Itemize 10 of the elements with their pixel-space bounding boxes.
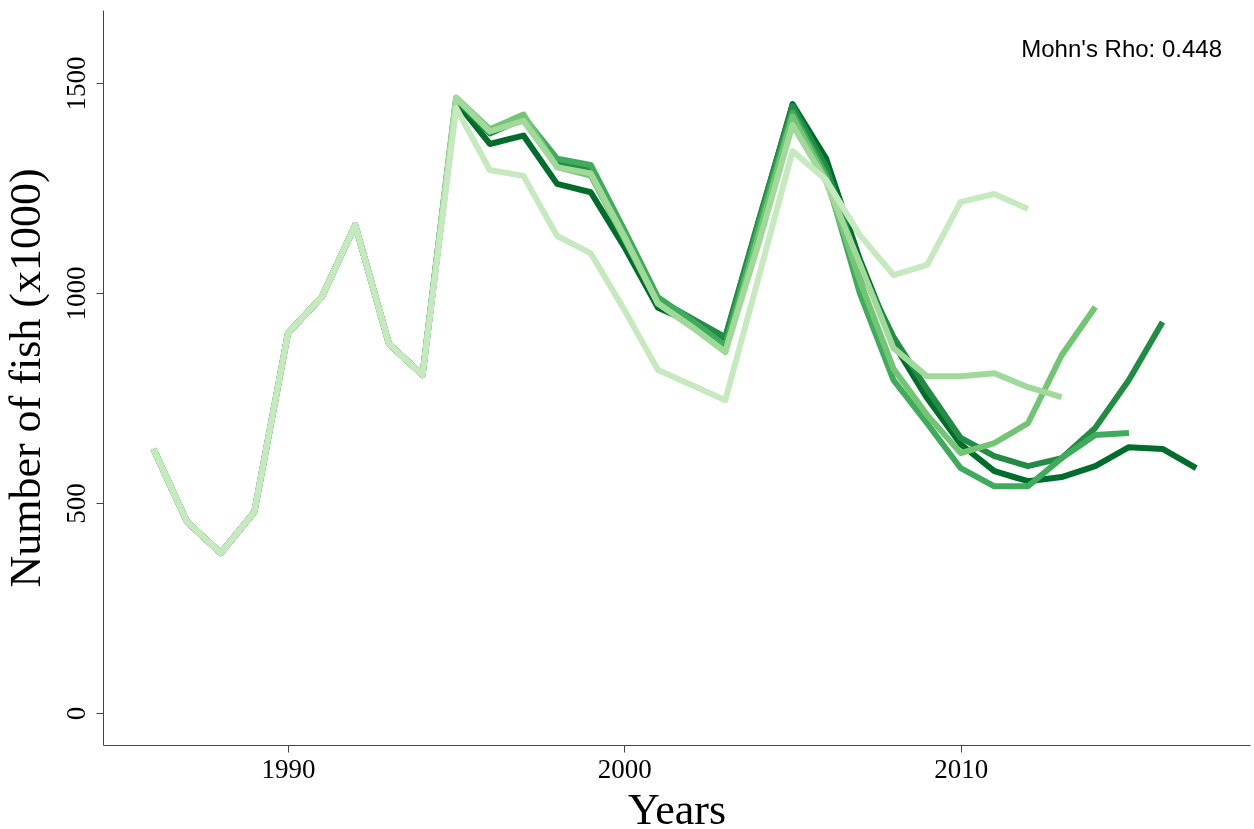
x-axis-title: Years bbox=[627, 784, 727, 829]
y-tick-label: 0 bbox=[60, 706, 91, 721]
y-axis-title: Number of fish (x1000) bbox=[0, 168, 50, 588]
annotation: Mohn's Rho: 0.448 bbox=[1021, 35, 1222, 62]
y-tick-label: 1000 bbox=[60, 266, 91, 321]
x-tick-label: 2000 bbox=[597, 753, 652, 784]
x-tick-label: 2010 bbox=[934, 753, 989, 784]
x-tick-label: 1990 bbox=[261, 753, 316, 784]
y-tick-label: 500 bbox=[60, 483, 91, 524]
y-tick-label: 1500 bbox=[60, 56, 91, 111]
